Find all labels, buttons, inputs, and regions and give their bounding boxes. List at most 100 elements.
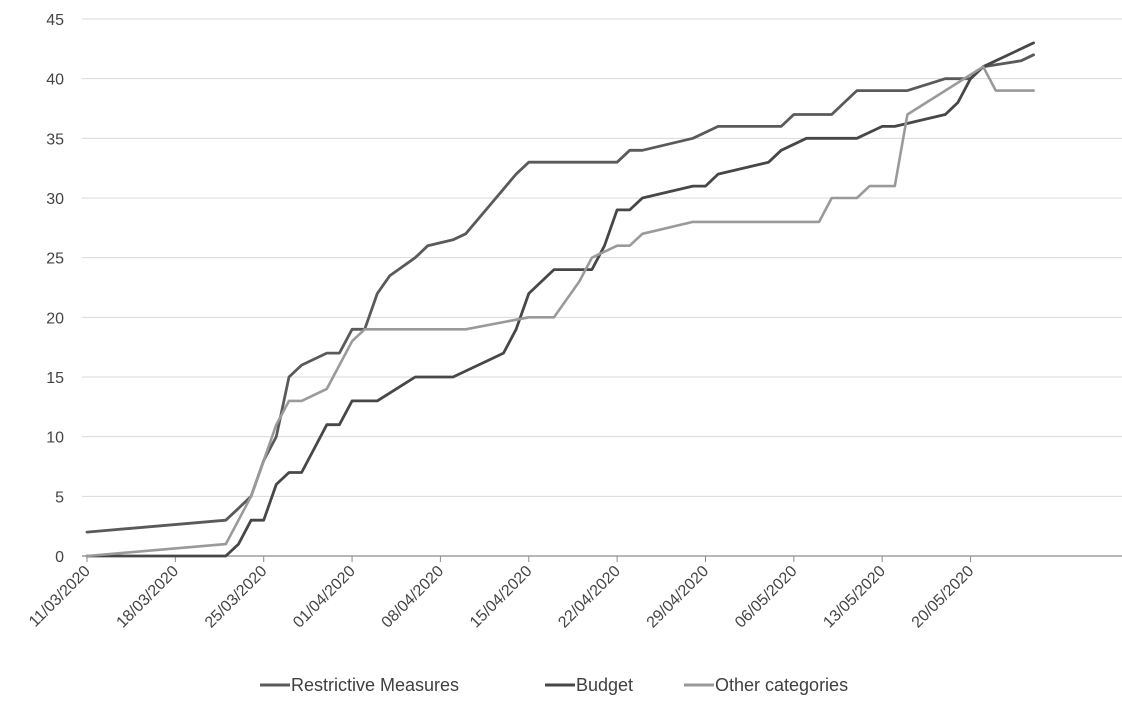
data-point [881,125,884,128]
data-point [792,113,795,116]
data-point [1020,59,1023,62]
data-point [288,400,291,403]
data-point [351,400,354,403]
data-point [452,238,455,241]
x-tick-label: 15/04/2020 [467,563,536,632]
legend-label: Other categories [715,675,848,695]
data-point [426,244,429,247]
x-tick-label: 29/04/2020 [644,563,713,632]
data-point [275,423,278,426]
data-point [237,519,240,522]
data-point [338,423,341,426]
y-tick-label: 10 [46,430,64,447]
x-tick-label: 08/04/2020 [379,563,448,632]
data-point [224,519,227,522]
data-point [856,89,859,92]
data-point [944,77,947,80]
data-point [944,113,947,116]
x-tick-label: 25/03/2020 [202,563,271,632]
x-tick-label: 22/04/2020 [555,563,624,632]
y-tick-label: 25 [46,251,64,268]
data-point [250,495,253,498]
data-point [628,244,631,247]
data-point [325,423,328,426]
data-point [767,161,770,164]
data-point [704,131,707,134]
y-tick-label: 20 [46,310,64,327]
data-point [288,376,291,379]
data-point [389,274,392,277]
y-tick-label: 45 [46,12,64,29]
y-tick-label: 40 [46,72,64,89]
data-point [906,113,909,116]
data-point [376,292,379,295]
data-point [830,113,833,116]
legend-item: Budget [545,675,633,695]
data-point [856,197,859,200]
data-point [86,555,89,558]
data-point [464,328,467,331]
data-point [553,316,556,319]
data-point [780,149,783,152]
data-point [262,459,265,462]
data-point [338,364,341,367]
data-point [692,137,695,140]
data-point [300,400,303,403]
legend-label: Restrictive Measures [291,675,459,695]
data-point [641,232,644,235]
data-point [704,185,707,188]
series-line [85,53,1035,534]
data-point [313,447,316,450]
data-point [325,388,328,391]
y-tick-label: 30 [46,191,64,208]
y-tick-label: 0 [55,549,64,566]
data-point [994,89,997,92]
data-point [300,471,303,474]
data-point [527,161,530,164]
data-point [237,543,240,546]
data-point [628,149,631,152]
y-tick-label: 5 [55,489,64,506]
data-point [616,161,619,164]
data-point [237,507,240,510]
data-point [86,531,89,534]
data-point [641,149,644,152]
legend-label: Budget [576,675,633,695]
data-point [717,173,720,176]
series-other-categories [85,65,1035,558]
data-point [957,101,960,104]
x-axis [82,555,1122,562]
data-point [641,197,644,200]
gridlines [82,18,1122,497]
legend-item: Restrictive Measures [260,675,459,695]
data-point [692,185,695,188]
series-budget [85,41,1035,558]
data-point [893,185,896,188]
data-point [325,352,328,355]
data-point [262,519,265,522]
data-point [717,125,720,128]
data-point [830,197,833,200]
data-point [338,352,341,355]
data-point [275,483,278,486]
data-point [553,268,556,271]
x-axis-tick-labels: 11/03/2020 18/03/2020 25/03/2020 01/04/2020… [26,563,977,632]
data-point [515,328,518,331]
data-point [515,173,518,176]
data-point [363,328,366,331]
series-lines [85,41,1035,558]
data-point [969,77,972,80]
data-point [868,185,871,188]
data-point [1032,53,1035,56]
data-point [464,232,467,235]
data-point [692,221,695,224]
data-point [275,435,278,438]
data-point [452,376,455,379]
data-point [856,137,859,140]
data-point [704,221,707,224]
data-point [351,328,354,331]
data-point [490,203,493,206]
data-point [578,268,581,271]
